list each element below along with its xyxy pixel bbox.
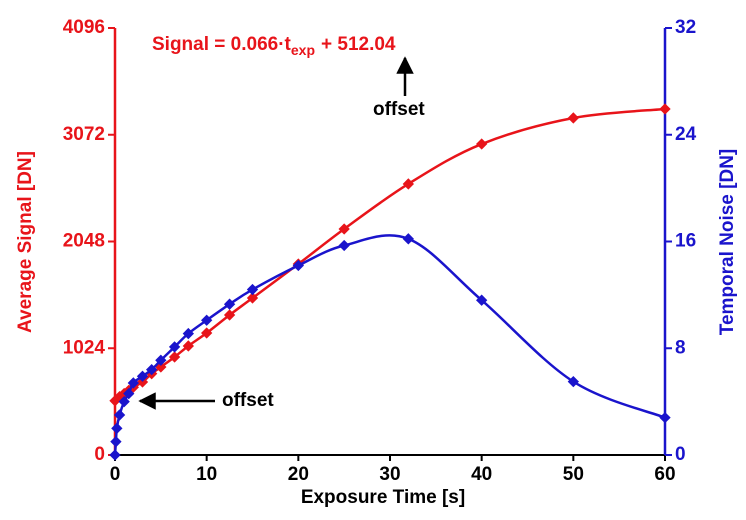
marker	[476, 138, 488, 150]
marker	[223, 298, 236, 310]
marker	[155, 354, 167, 366]
x-tick-label: 20	[288, 464, 309, 485]
equation-prefix: Signal = 0.066·t	[152, 34, 292, 55]
marker	[567, 375, 579, 388]
y-tick-label: 0	[94, 444, 105, 465]
series-line	[113, 234, 666, 456]
marker	[567, 112, 579, 124]
x-tick-label: 60	[654, 464, 675, 485]
marker	[246, 283, 259, 296]
marker	[402, 178, 414, 190]
marker	[338, 239, 350, 252]
x-tick-label: 0	[110, 464, 121, 485]
x-axis-label: Exposure Time [s]	[301, 487, 465, 508]
y-tick-label: 4096	[63, 17, 105, 38]
annotation: offset	[373, 99, 425, 120]
x-tick-label: 40	[471, 464, 492, 485]
marker	[476, 294, 488, 306]
y-axis-label: Average Signal [DN]	[15, 151, 36, 333]
x-tick-label: 30	[379, 464, 400, 485]
marker	[111, 422, 123, 434]
marker	[182, 340, 194, 352]
marker	[402, 233, 414, 245]
marker	[201, 314, 213, 326]
marker	[109, 449, 121, 461]
marker	[168, 341, 181, 353]
y2-tick-label: 0	[675, 444, 686, 465]
y2-tick-label: 32	[675, 17, 696, 38]
y2-tick-label: 8	[675, 337, 686, 358]
series-line	[114, 107, 666, 402]
marker	[168, 351, 181, 363]
y2-tick-label: 16	[675, 231, 696, 252]
marker	[136, 370, 149, 382]
marker	[292, 259, 304, 272]
marker	[146, 363, 158, 376]
marker	[201, 327, 213, 339]
y-tick-label: 2048	[63, 231, 105, 252]
annotation: offset	[222, 390, 274, 411]
equation-subscript: exp	[291, 42, 315, 58]
equation-suffix: + 512.04	[321, 34, 396, 55]
y-tick-label: 3072	[63, 124, 105, 145]
x-tick-label: 50	[563, 464, 584, 485]
y2-axis-label: Temporal Noise [DN]	[717, 149, 738, 336]
x-tick-label: 10	[196, 464, 217, 485]
marker	[127, 377, 139, 389]
marker	[338, 223, 350, 235]
y-tick-label: 1024	[63, 337, 106, 358]
marker	[659, 411, 671, 424]
marker	[182, 327, 194, 340]
y2-tick-label: 24	[675, 124, 697, 145]
marker	[246, 292, 259, 304]
marker	[223, 309, 236, 321]
marker	[110, 435, 122, 448]
equation: Signal = 0.066·texp + 512.04	[152, 34, 396, 58]
marker	[659, 103, 671, 115]
